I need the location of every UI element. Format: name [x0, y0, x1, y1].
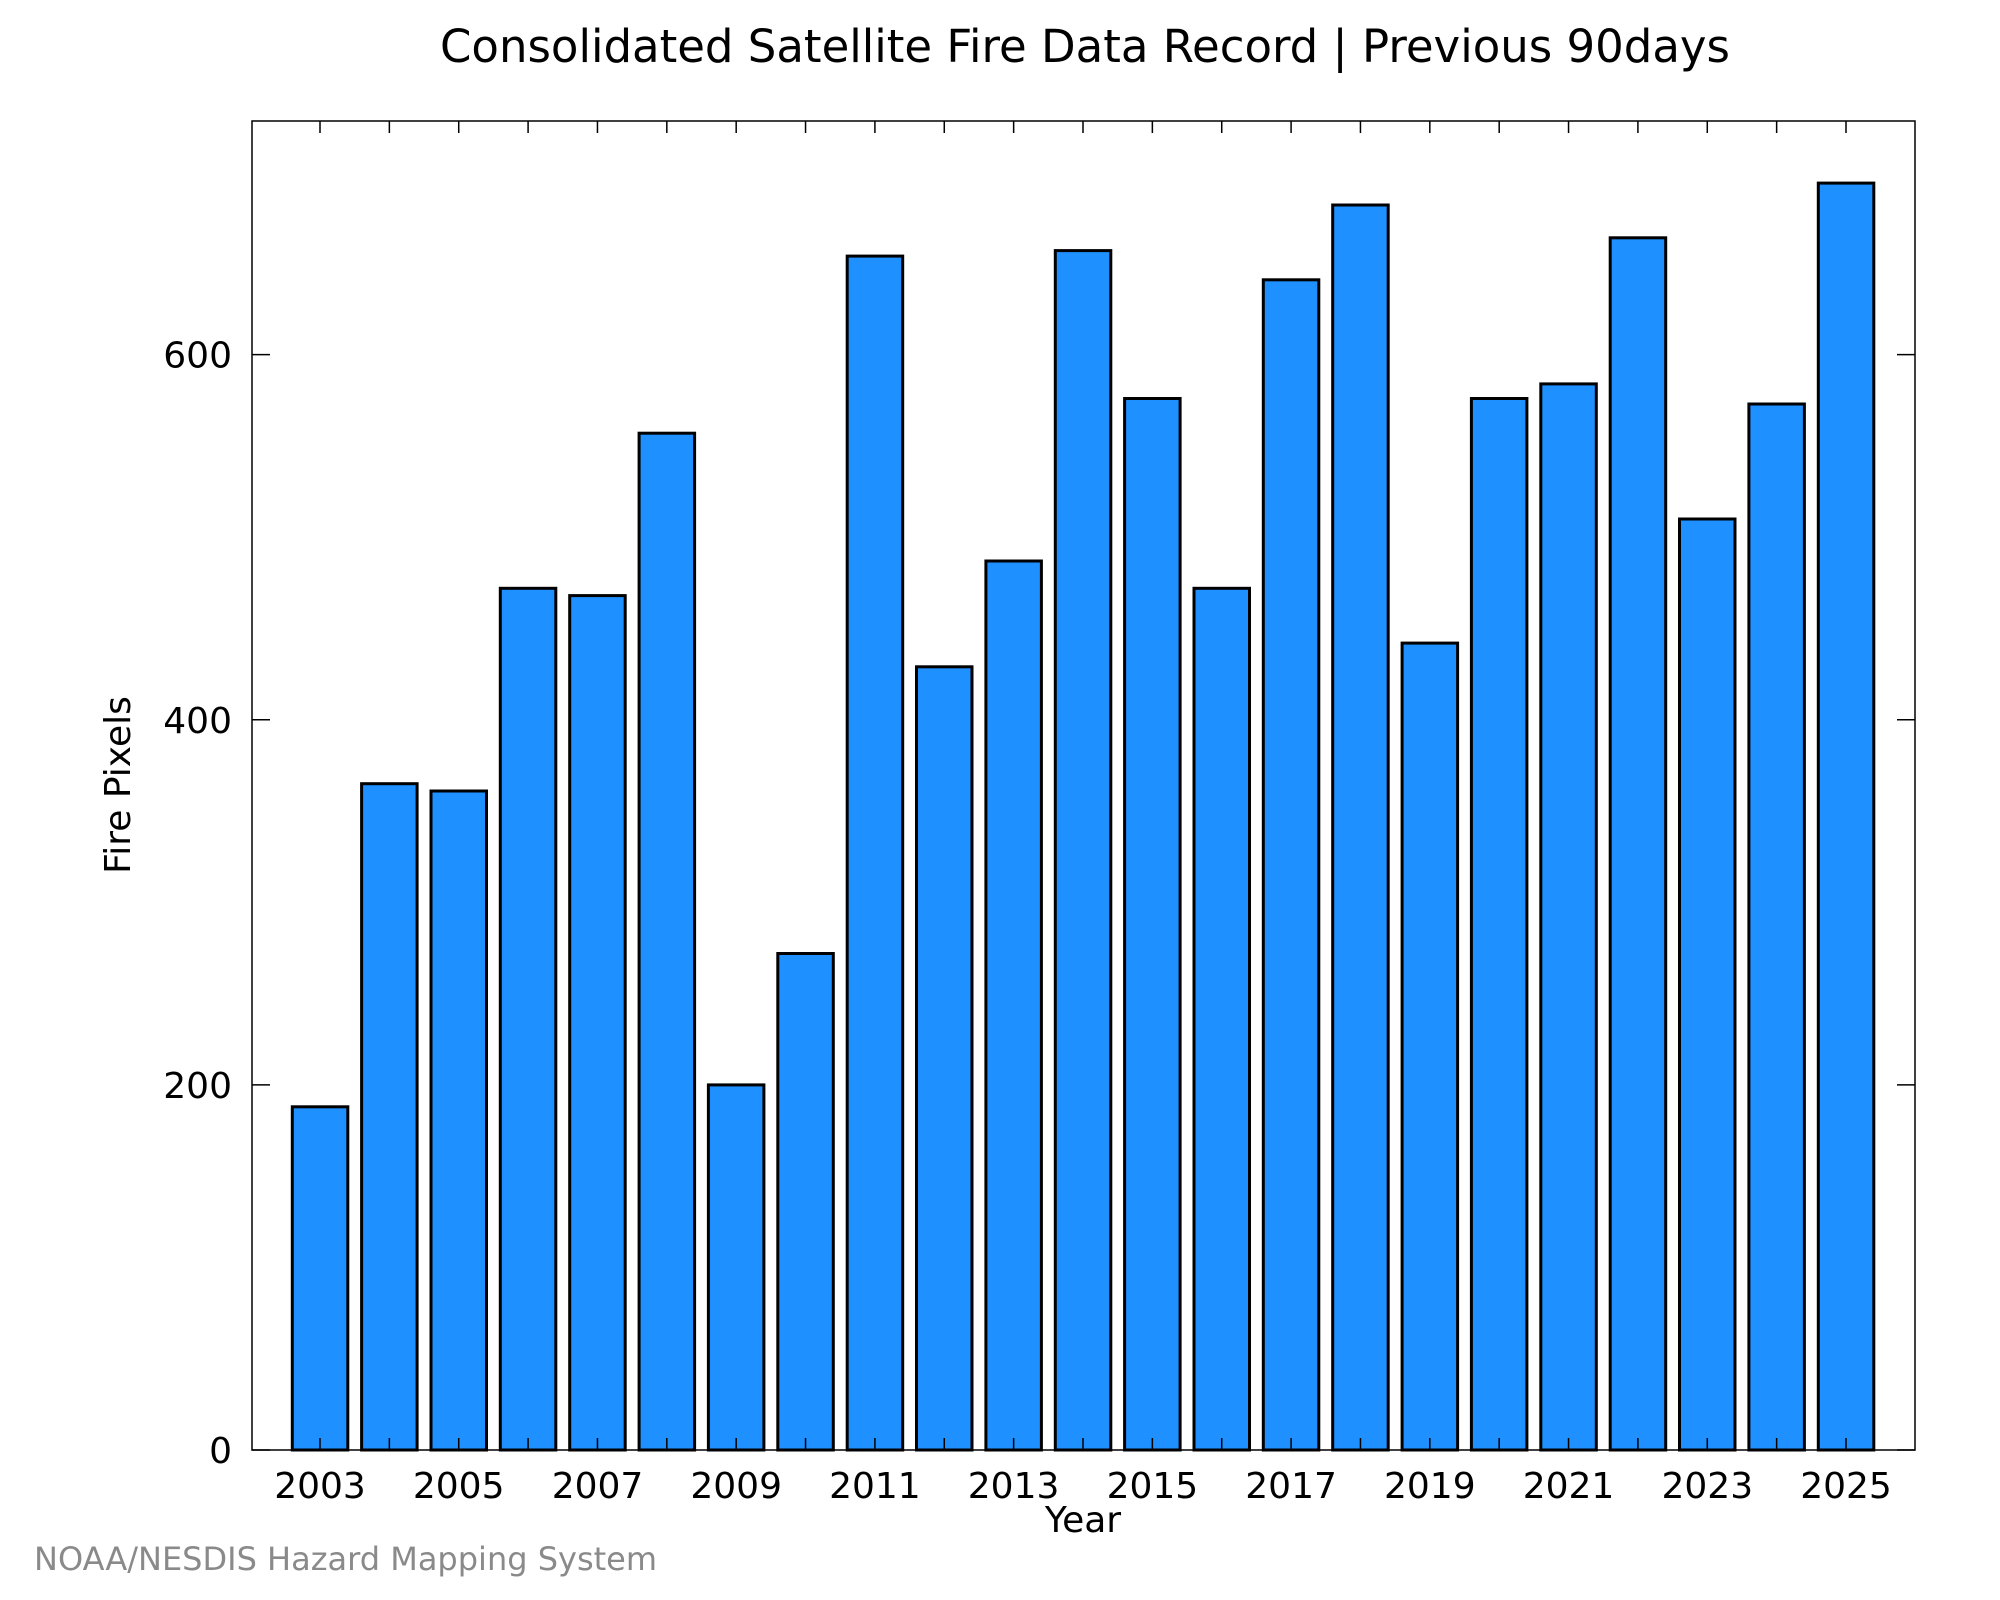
bar-2016 [1192, 586, 1251, 1452]
y-tick-label-200: 200 [163, 1066, 232, 1107]
bar-2021 [1539, 382, 1598, 1452]
x-tick-label-2021: 2021 [1523, 1466, 1615, 1507]
x-tick-label-2017: 2017 [1245, 1466, 1337, 1507]
bar-2012 [915, 665, 974, 1452]
bar-2008 [637, 431, 697, 1452]
bar-2003 [290, 1105, 350, 1452]
bar-2010 [776, 952, 835, 1452]
bar-2006 [498, 586, 558, 1452]
bar-2013 [984, 559, 1043, 1452]
bar-2015 [1123, 397, 1182, 1452]
bar-2007 [568, 594, 627, 1452]
bar-2018 [1331, 203, 1390, 1452]
x-tick-label-2025: 2025 [1800, 1466, 1892, 1507]
bar-2020 [1469, 397, 1529, 1452]
x-tick-label-2023: 2023 [1661, 1466, 1753, 1507]
bar-2017 [1261, 278, 1321, 1452]
bar-2011 [845, 254, 905, 1452]
bar-2005 [429, 789, 488, 1452]
x-tick-label-2009: 2009 [690, 1466, 782, 1507]
x-tick-label-2013: 2013 [968, 1466, 1060, 1507]
x-tick-label-2015: 2015 [1107, 1466, 1199, 1507]
chart-title: Consolidated Satellite Fire Data Record … [440, 20, 1730, 73]
bar-2004 [360, 782, 419, 1452]
x-tick-label-2011: 2011 [829, 1466, 921, 1507]
x-tick-label-2007: 2007 [552, 1466, 644, 1507]
y-axis-label: Fire Pixels [98, 696, 139, 874]
x-tick-label-2003: 2003 [274, 1466, 366, 1507]
bar-2014 [1053, 249, 1113, 1452]
bar-2022 [1608, 236, 1668, 1452]
y-tick-label-400: 400 [163, 701, 232, 742]
y-tick-label-0: 0 [209, 1431, 232, 1472]
bar-2023 [1678, 517, 1737, 1452]
y-tick-label-600: 600 [163, 336, 232, 377]
source-credit: NOAA/NESDIS Hazard Mapping System [34, 1540, 658, 1578]
bar-2019 [1400, 641, 1460, 1452]
x-tick-label-2005: 2005 [413, 1466, 505, 1507]
bar-2025 [1816, 181, 1876, 1452]
bar-2009 [706, 1083, 766, 1452]
x-tick-label-2019: 2019 [1384, 1466, 1476, 1507]
bar-2024 [1747, 402, 1806, 1452]
x-axis-label: Year [1044, 1500, 1121, 1541]
